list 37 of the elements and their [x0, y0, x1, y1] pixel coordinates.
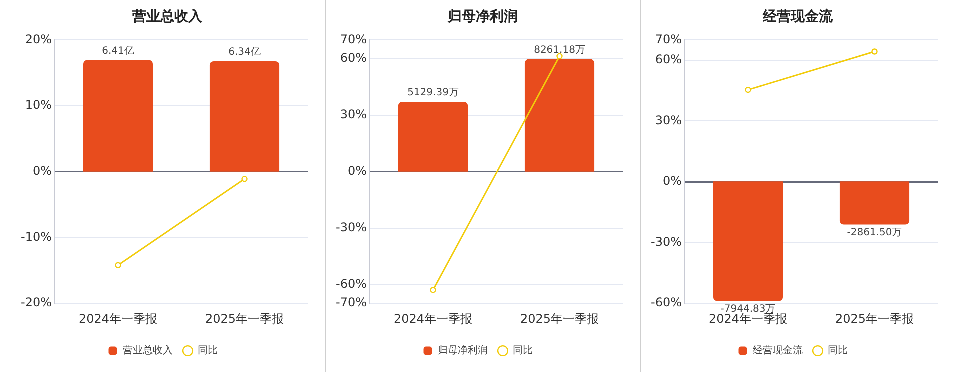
legend-label: 同比 — [513, 344, 533, 357]
y-tick-label: -20% — [20, 296, 52, 310]
x-tick-label: 2024年一季报 — [394, 312, 473, 326]
y-tick-label: 30% — [340, 108, 367, 122]
x-tick-label: 2025年一季报 — [204, 312, 284, 326]
legend-label: 归母净利润 — [438, 344, 488, 357]
y-tick-label: -70% — [336, 296, 367, 310]
x-tick-label: 2025年一季报 — [835, 312, 914, 326]
y-tick-label: 30% — [655, 113, 682, 128]
y-tick-label: -30% — [650, 234, 682, 249]
y-tick-label: -60% — [336, 276, 367, 291]
y-tick-label: 70% — [340, 32, 367, 46]
y-tick-label: -10% — [20, 230, 52, 244]
y-tick-label: 10% — [24, 98, 52, 112]
x-tick-label: 2025年一季报 — [520, 312, 600, 326]
y-tick-label: -60% — [650, 296, 682, 310]
data-label: 8261.18万 — [534, 44, 586, 56]
data-label: -2861.50万 — [847, 227, 902, 238]
chart-title: 归母净利润 — [448, 8, 518, 27]
y-tick-label: -30% — [336, 220, 367, 234]
y-tick-label: 0% — [348, 164, 367, 178]
y-tick-label: 0% — [32, 164, 52, 178]
legend-label: 同比 — [198, 344, 218, 357]
legend-label: 经营现金流 — [753, 344, 803, 357]
y-tick-label: 60% — [340, 51, 367, 66]
legend-label: 同比 — [828, 344, 848, 357]
legend-label: 营业总收入 — [122, 344, 172, 357]
x-tick-label: 2024年一季报 — [78, 312, 158, 326]
chart-title: 经营现金流 — [763, 8, 833, 27]
y-tick-label: 0% — [662, 174, 682, 188]
data-label: 6.34亿 — [228, 47, 260, 58]
y-tick-label: 60% — [655, 52, 682, 67]
chart-title: 营业总收入 — [132, 8, 202, 27]
y-tick-label: 70% — [655, 32, 682, 46]
data-label: 5129.39万 — [408, 88, 459, 99]
data-label: 6.41亿 — [102, 46, 134, 57]
y-tick-label: 20% — [24, 32, 52, 46]
